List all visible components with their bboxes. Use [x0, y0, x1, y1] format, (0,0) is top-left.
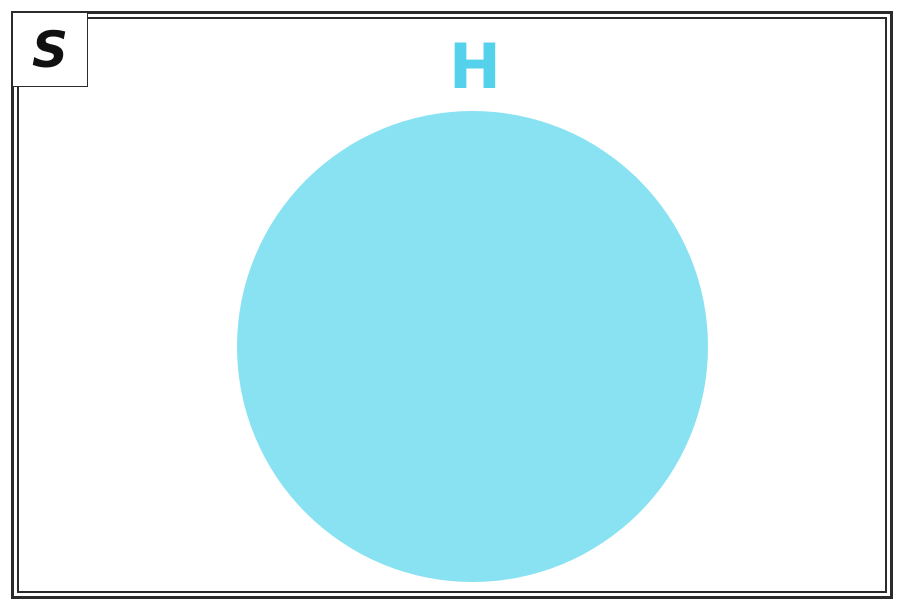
- universe-inner-border: [17, 17, 887, 593]
- set-circle: [237, 111, 708, 582]
- universe-label-box: [12, 12, 88, 87]
- set-label: H: [449, 30, 501, 103]
- universe-label: S: [31, 20, 68, 79]
- universe-outer-border: [11, 11, 893, 599]
